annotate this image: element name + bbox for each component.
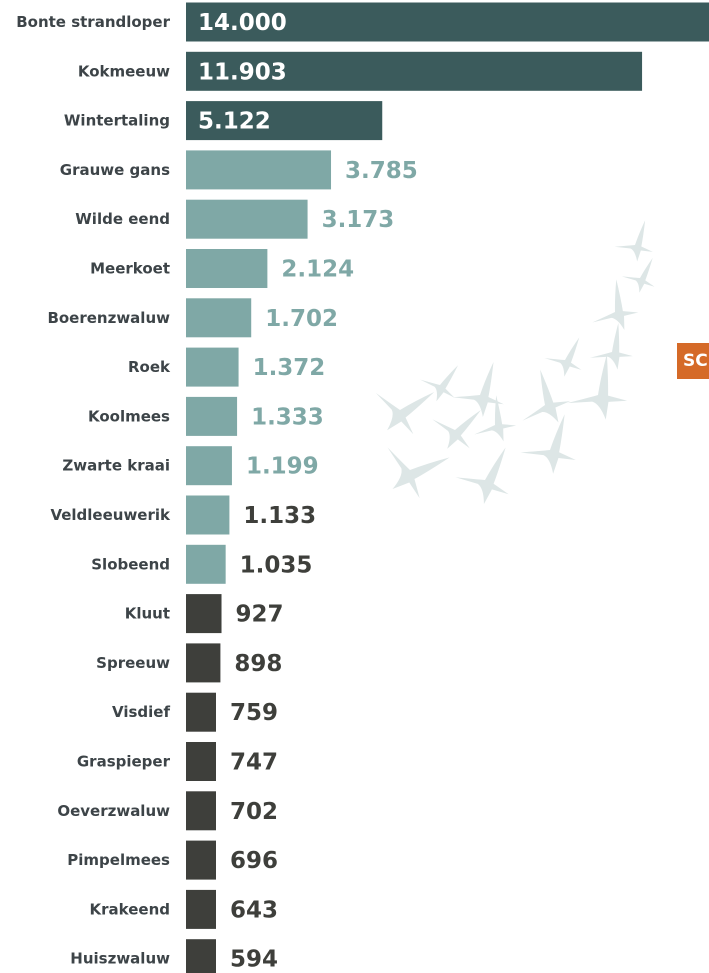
category-label: Visdief (112, 703, 170, 721)
bar (186, 51, 643, 91)
swallow-icon (455, 447, 509, 504)
swallow-icon (474, 395, 517, 442)
value-labels: 14.000 11.903 5.122 3.785 3.173 2.124 1.702 1.3… (198, 10, 418, 973)
category-labels: Bonte strandloper Kokmeeuw Wintertaling Gra… (16, 13, 171, 968)
category-label: Krakeend (90, 900, 170, 918)
swallow-icon (432, 409, 481, 449)
swallow-icon (592, 279, 639, 330)
category-label: Graspieper (77, 753, 171, 771)
value-label: 2.124 (281, 257, 354, 283)
category-label: Veldleeuwerik (50, 506, 171, 524)
bar (186, 544, 226, 584)
bar (186, 150, 332, 190)
value-label: 1.199 (246, 454, 319, 480)
value-label: 1.035 (240, 552, 313, 578)
bar (186, 889, 216, 929)
value-label: 594 (230, 947, 278, 973)
category-label: Pimpelmees (67, 851, 170, 869)
value-label: 759 (230, 700, 278, 726)
swallow-icon (387, 447, 450, 499)
bar (186, 396, 238, 436)
category-label: Slobeend (91, 555, 170, 573)
swallow-icon (614, 220, 653, 262)
swallow-icon (621, 257, 655, 293)
bar (186, 101, 383, 141)
bar (186, 939, 216, 973)
swallow-icon (420, 365, 458, 402)
category-label: Oeverzwaluw (57, 802, 170, 820)
category-label: Wilde eend (75, 210, 170, 228)
value-label: 11.903 (198, 59, 287, 85)
swallow-icon (452, 361, 504, 417)
value-label: 927 (236, 602, 284, 628)
category-label: Koolmees (88, 407, 170, 425)
bar (186, 643, 221, 683)
category-label: Spreeuw (96, 654, 170, 672)
bar (186, 249, 268, 288)
bar (186, 2, 709, 42)
swallow-icon (544, 337, 582, 377)
swallow-icon (520, 414, 576, 474)
bar (186, 692, 216, 732)
category-label: Zwarte kraai (62, 457, 170, 475)
category-label: Wintertaling (64, 112, 170, 130)
value-label: 1.133 (243, 503, 316, 529)
value-label: 5.122 (198, 109, 271, 135)
value-label: 3.785 (345, 158, 418, 184)
value-label: 702 (230, 799, 278, 825)
value-label: 14.000 (198, 10, 287, 36)
bar (186, 298, 252, 338)
value-label: 643 (230, 897, 278, 923)
category-label: Roek (128, 358, 171, 376)
bar (186, 199, 308, 239)
bars-group (186, 2, 709, 973)
bar (186, 840, 216, 880)
value-label: 1.333 (251, 404, 324, 430)
category-label: Kluut (125, 605, 170, 623)
category-label: Kokmeeuw (78, 62, 170, 80)
value-label: 898 (234, 651, 282, 677)
swallow-flock-icon (375, 220, 655, 504)
side-badge: SC (677, 343, 709, 379)
category-label: Grauwe gans (60, 161, 170, 179)
value-label: 1.372 (253, 355, 326, 381)
value-label: 747 (230, 750, 278, 776)
bar (186, 495, 230, 535)
value-label: 3.173 (322, 207, 395, 233)
swallow-icon (522, 369, 571, 423)
bar (186, 742, 216, 781)
value-label: 1.702 (265, 306, 338, 332)
category-label: Boerenzwaluw (47, 309, 170, 327)
value-label: 696 (230, 848, 278, 874)
category-label: Huiszwaluw (70, 950, 170, 968)
category-label: Bonte strandloper (16, 13, 170, 31)
category-label: Meerkoet (90, 260, 170, 278)
bar (186, 791, 216, 831)
bar (186, 347, 239, 387)
swallow-icon (375, 392, 435, 435)
bar (186, 446, 232, 486)
swallow-icon (589, 322, 633, 370)
bar (186, 594, 222, 634)
